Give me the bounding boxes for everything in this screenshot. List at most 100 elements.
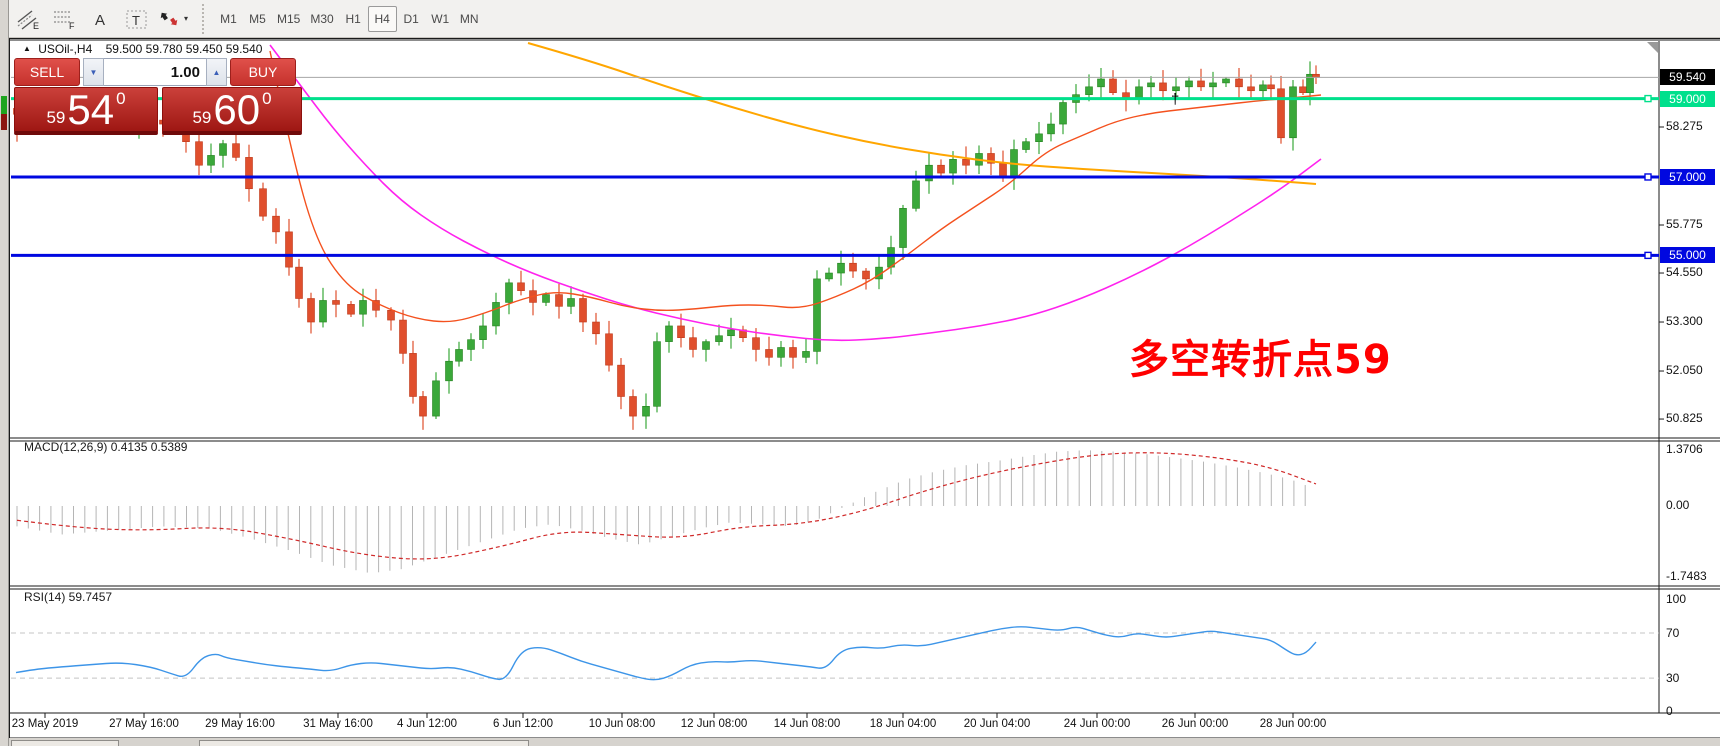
rsi-tick-label: 70 <box>1666 626 1680 641</box>
time-axis-label: 4 Jun 12:00 <box>396 718 458 730</box>
price-tick-label: 54.550 <box>1666 265 1703 280</box>
timeframe-button-m1[interactable]: M1 <box>220 11 237 26</box>
symbol-collapse-icon[interactable]: ▲ <box>23 44 31 53</box>
moving-averages-layer <box>269 42 1322 342</box>
time-axis-ticks <box>44 713 1294 718</box>
time-axis-label: 20 Jun 04:00 <box>963 718 1031 730</box>
rsi-tick-label: 0 <box>1666 704 1673 718</box>
time-axis-label: 24 Jun 00:00 <box>1063 718 1131 730</box>
buy-price-sup: 0 <box>262 89 272 108</box>
level-price-badge: 55.000 <box>1660 247 1715 264</box>
level-price-badge: 59.000 <box>1660 90 1715 107</box>
time-axis-label: 23 May 2019 <box>11 718 79 730</box>
svg-text:T: T <box>132 13 140 28</box>
horizontal-level-lines[interactable] <box>11 94 1659 260</box>
tool-button-text-box-icon[interactable]: T <box>121 5 153 33</box>
equidistant-channel-icon: E <box>17 9 39 30</box>
buy-price-main: 60 <box>213 86 261 134</box>
sell-price-prefix: 59 <box>46 108 66 127</box>
time-axis-label: 10 Jun 08:00 <box>588 718 656 730</box>
fibonacci-icon: F <box>54 10 75 30</box>
window-edge-strip <box>0 0 9 746</box>
time-axis-label: 26 Jun 00:00 <box>1161 718 1229 730</box>
macd-tick-label: 1.3706 <box>1666 442 1703 457</box>
text-box-icon: T <box>126 10 147 28</box>
symbol-period-label: USOil-,H4 <box>38 42 93 56</box>
chart-text-annotation[interactable]: 多空转折点59 <box>1129 337 1392 383</box>
timeframe-group: M1 M5 M15 M30 H1 H4 D1 W1 MN <box>214 5 484 32</box>
chart-window: ▲ USOil-,H4 59.500 59.780 59.450 59.540 … <box>9 38 1720 739</box>
ohlc-values: 59.500 59.780 59.450 59.540 <box>105 42 263 56</box>
macd-signal-line <box>16 452 1317 560</box>
timeframe-button-m15[interactable]: M15 <box>277 11 301 26</box>
sell-price-main: 54 <box>67 86 115 134</box>
tool-button-arrow-objects-icon[interactable]: ▾ <box>157 5 189 33</box>
volume-decrease-button[interactable]: ▼ <box>83 58 104 86</box>
price-tick-label: 58.275 <box>1666 119 1703 133</box>
drawing-tools-group: E F A T ▾ <box>9 5 189 33</box>
macd-histogram-layer <box>16 450 1306 573</box>
timeframe-button-mn[interactable]: MN <box>459 11 479 26</box>
volume-increase-button[interactable]: ▲ <box>206 58 227 86</box>
price-tick-label: 52.050 <box>1666 363 1703 378</box>
buy-button[interactable]: BUY <box>230 58 296 86</box>
candles-layer <box>13 61 1320 430</box>
bottom-tab-strip <box>9 738 1720 746</box>
sell-price-sup: 0 <box>116 89 126 108</box>
timeframe-button-m5[interactable]: M5 <box>249 11 266 26</box>
timeframe-button-h4[interactable]: H4 <box>367 5 397 32</box>
price-tick-label: 50.825 <box>1666 411 1703 426</box>
time-axis-label: 12 Jun 08:00 <box>680 718 748 730</box>
time-axis-label: 28 Jun 00:00 <box>1259 718 1327 730</box>
bottom-tab[interactable] <box>199 740 529 746</box>
time-axis-label: 27 May 16:00 <box>109 718 179 730</box>
panel-borders <box>10 39 1720 739</box>
time-axis-label: 6 Jun 12:00 <box>492 718 554 730</box>
sell-button[interactable]: SELL <box>14 58 80 86</box>
arrow-objects-icon <box>160 12 178 25</box>
macd-indicator-label: MACD(12,26,9) 0.4135 0.5389 <box>24 440 188 454</box>
one-click-trade-panel: SELL ▼ ▲ BUY 59 54 0 59 60 0 <box>14 58 306 135</box>
edge-mark-green <box>1 96 7 114</box>
svg-text:F: F <box>69 21 75 30</box>
volume-stepper: ▼ ▲ <box>83 58 227 86</box>
dropdown-caret-icon[interactable]: ▾ <box>183 14 188 23</box>
crosshair-marker: † <box>1171 91 1180 108</box>
tool-button-fibonacci-icon[interactable]: F <box>49 5 81 33</box>
chart-canvas[interactable] <box>10 39 1720 739</box>
rsi-indicator-label: RSI(14) 59.7457 <box>24 590 113 604</box>
timeframe-button-m30[interactable]: M30 <box>310 11 334 26</box>
svg-text:E: E <box>33 21 39 30</box>
timeframe-button-d1[interactable]: D1 <box>403 11 419 26</box>
time-axis-label: 14 Jun 08:00 <box>773 718 841 730</box>
price-tick-label: 55.775 <box>1666 217 1703 231</box>
rsi-tick-label: 100 <box>1666 592 1687 607</box>
edge-mark-red <box>1 114 7 130</box>
volume-input[interactable] <box>104 58 206 86</box>
timeframe-button-h1[interactable]: H1 <box>345 11 361 26</box>
macd-tick-label: 0.00 <box>1666 498 1690 512</box>
buy-quote[interactable]: 59 60 0 <box>162 87 302 135</box>
time-axis-label: 29 May 16:00 <box>205 718 275 730</box>
toolbar: E F A T ▾ M1 M5 M15 M30 H1 H4 D1 W1 MN <box>9 0 1720 38</box>
level-price-badge: 57.000 <box>1660 168 1715 185</box>
timeframe-button-w1[interactable]: W1 <box>431 11 450 26</box>
tool-button-text-label-icon[interactable]: A <box>85 5 117 33</box>
price-axis-ticks <box>1659 126 1664 420</box>
buy-price-prefix: 59 <box>192 108 212 127</box>
rsi-line <box>15 626 1317 681</box>
sell-quote[interactable]: 59 54 0 <box>14 87 158 135</box>
price-tick-label: 53.300 <box>1666 314 1703 329</box>
toolbar-separator <box>199 3 206 34</box>
tool-button-equidistant-channel-icon[interactable]: E <box>13 5 45 33</box>
macd-tick-label: -1.7483 <box>1666 569 1707 584</box>
svg-text:A: A <box>95 12 105 29</box>
chart-header: ▲ USOil-,H4 59.500 59.780 59.450 59.540 <box>23 42 262 56</box>
rsi-level-lines <box>11 632 1659 679</box>
current-price-badge: 59.540 <box>1660 69 1715 86</box>
bottom-tab[interactable] <box>11 740 119 746</box>
time-axis-label: 31 May 16:00 <box>303 718 373 730</box>
time-axis-label: 18 Jun 04:00 <box>869 718 937 730</box>
rsi-tick-label: 30 <box>1666 671 1680 686</box>
